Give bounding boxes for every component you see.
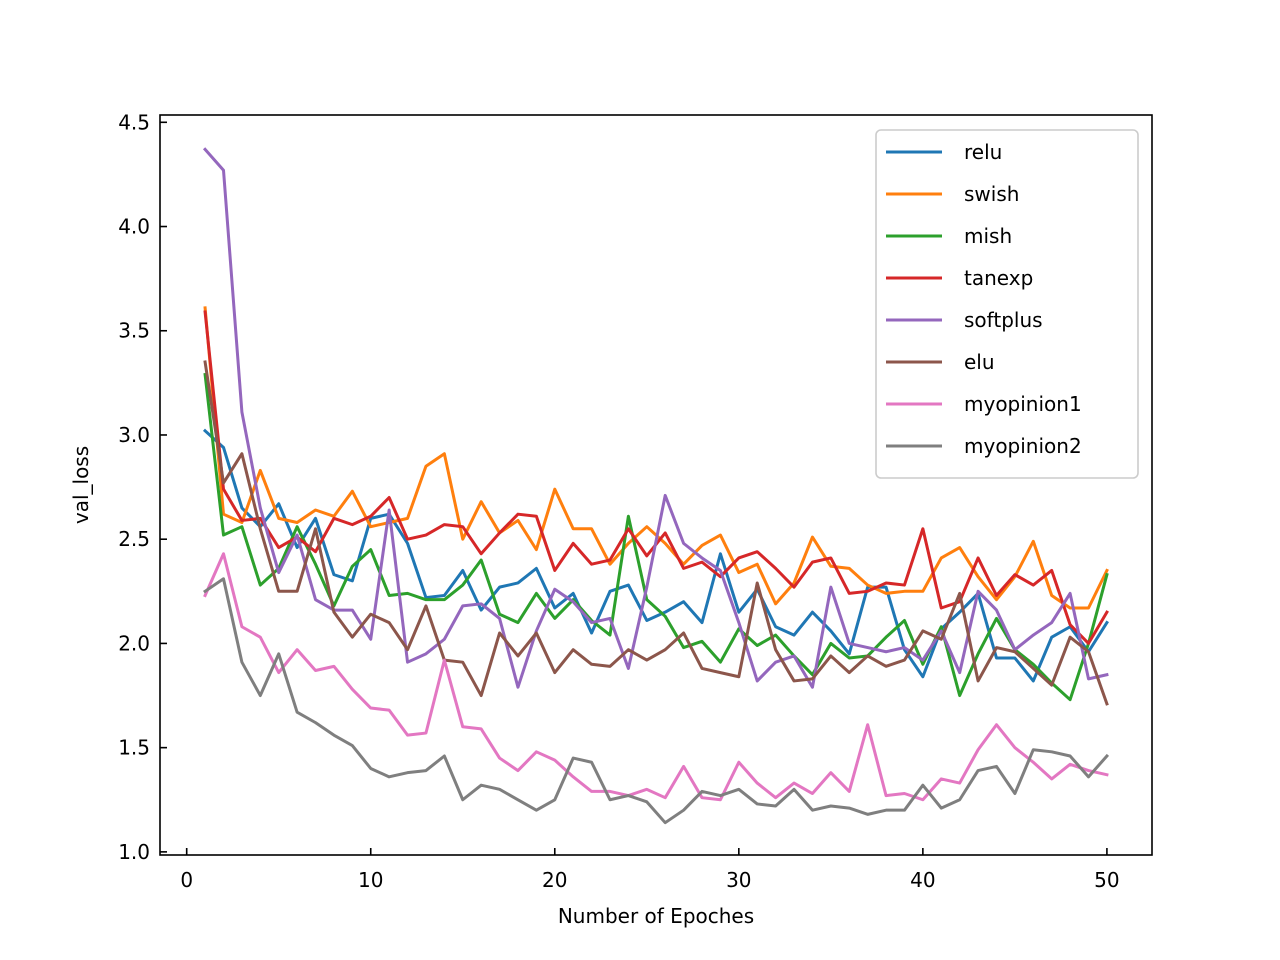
legend-label: swish <box>964 182 1019 206</box>
x-tick-label: 10 <box>358 868 383 892</box>
x-tick-label: 50 <box>1094 868 1119 892</box>
series-line-elu <box>203 360 1109 706</box>
legend-label: elu <box>964 350 995 374</box>
x-tick-label: 0 <box>180 868 193 892</box>
y-tick-label: 3.0 <box>118 423 150 447</box>
legend-box <box>875 129 1139 479</box>
y-tick-label: 2.0 <box>118 631 150 655</box>
y-tick-label: 4.5 <box>118 110 150 134</box>
x-axis: 0 10 20 30 40 50 <box>180 848 1120 892</box>
y-tick-label: 2.5 <box>118 527 150 551</box>
series-line-myopinion2 <box>203 577 1110 825</box>
series-line-mish <box>203 372 1109 702</box>
legend-label: myopinion2 <box>964 434 1082 458</box>
axes-frame <box>159 114 1153 856</box>
legend: relu swish mish tanexp softplus elu myopinion1… <box>875 129 1139 479</box>
x-tick-label: 40 <box>910 868 935 892</box>
legend-label: softplus <box>964 308 1043 332</box>
legend-label: relu <box>964 140 1002 164</box>
legend-label: tanexp <box>964 266 1033 290</box>
x-tick-label: 30 <box>726 868 751 892</box>
legend-label: mish <box>964 224 1012 248</box>
y-tick-label: 1.0 <box>118 840 150 864</box>
x-tick-label: 20 <box>542 868 567 892</box>
y-tick-label: 3.5 <box>118 319 150 343</box>
series-line-softplus <box>202 147 1109 689</box>
x-axis-title: Number of Epoches <box>558 904 754 928</box>
legend-label: myopinion1 <box>964 392 1082 416</box>
y-axis-title: val_loss <box>69 446 93 524</box>
y-tick-label: 4.0 <box>118 215 150 239</box>
series-line-myopinion1 <box>203 552 1109 802</box>
series-layer <box>202 147 1110 825</box>
series-line-relu <box>202 428 1109 683</box>
y-tick-label: 1.5 <box>118 736 150 760</box>
y-axis: 1.0 1.5 2.0 2.5 3.0 3.5 4.0 4.5 <box>118 110 167 864</box>
